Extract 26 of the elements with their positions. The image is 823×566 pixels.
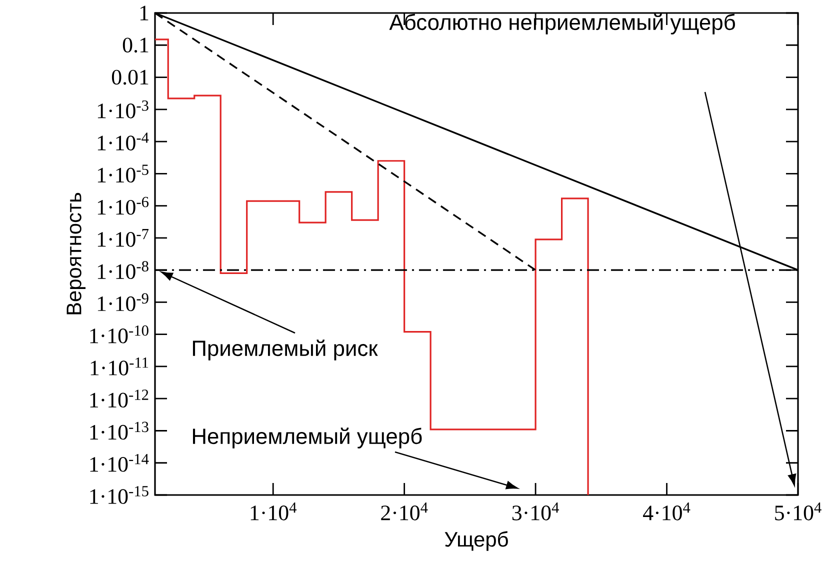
y-tick-label: 1 xyxy=(140,6,148,20)
y-tick-label: 0.01 xyxy=(112,70,148,85)
annotation: Приемлемый риск xyxy=(192,340,378,360)
y-tick-label: 1·10$^{-9}$ xyxy=(98,293,148,312)
y-tick-label: 1·10$^{-5}$ xyxy=(98,164,148,183)
y-tick-label: 1·10$^{-6}$ xyxy=(98,196,149,215)
y-axis-title: Вероятность xyxy=(66,192,86,314)
y-tick-label: 1·10$^{-11}$ xyxy=(90,358,148,376)
y-tick-label: 1·10$^{-7}$ xyxy=(98,229,149,247)
y-tick-label: 1·10$^{-15}$ xyxy=(90,486,148,504)
y-tick-label: 1·10$^{-12}$ xyxy=(90,390,148,408)
y-tick-label: 1·10$^{-10}$ xyxy=(90,325,148,344)
x-tick-label: 5·10$^{4}$ xyxy=(775,502,822,520)
annotation: Неприемлемый ущерб xyxy=(193,428,422,448)
x-tick-label: 2·10$^{4}$ xyxy=(381,502,428,520)
x-tick-label: 3·10$^{4}$ xyxy=(512,502,559,520)
x-tick-label: 1·10$^{4}$ xyxy=(250,502,297,520)
y-tick-label: 1·10$^{-13}$ xyxy=(90,422,148,440)
x-tick-label: 4·10$^{4}$ xyxy=(643,502,690,520)
x-axis-title: Ущерб xyxy=(444,531,508,551)
y-tick-label: 1·10$^{-14}$ xyxy=(90,454,149,472)
annotation: Абсолютно неприемлемый ущерб xyxy=(389,14,735,34)
y-tick-label: 1·10$^{-3}$ xyxy=(98,100,148,118)
y-tick-label: 0.1 xyxy=(122,38,148,53)
y-tick-label: 1·10$^{-4}$ xyxy=(98,132,149,150)
y-tick-label: 1·10$^{-8}$ xyxy=(98,261,148,280)
